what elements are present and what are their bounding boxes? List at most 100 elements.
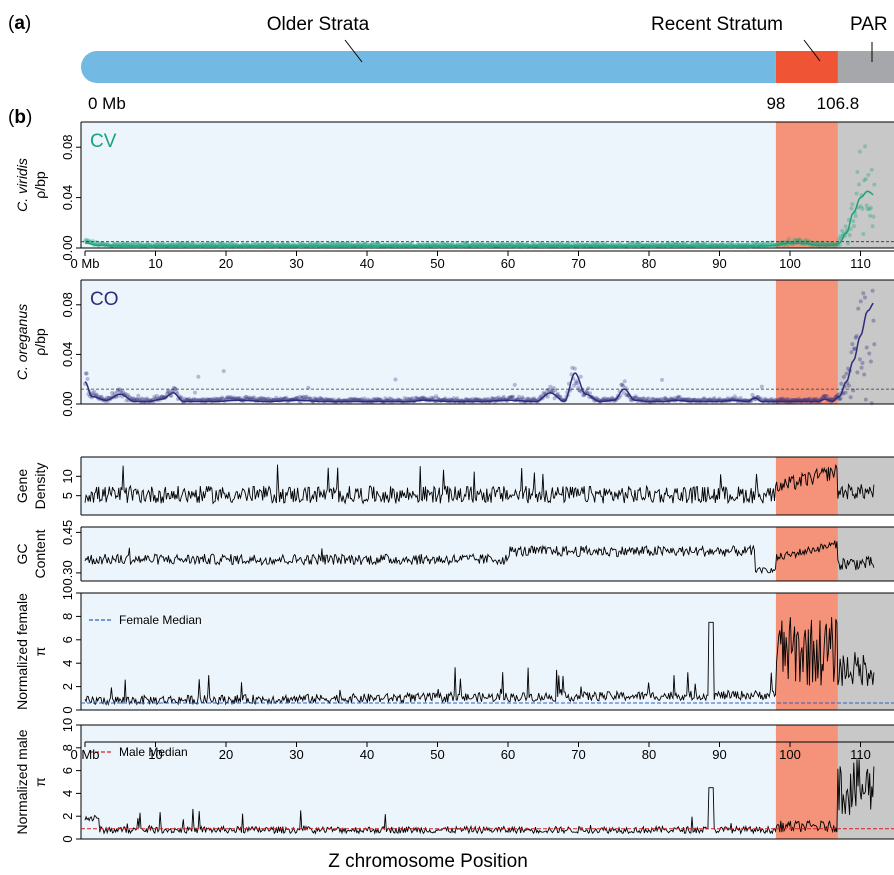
data-point <box>218 241 223 246</box>
data-point <box>219 396 224 401</box>
older-strata-pointer <box>344 39 363 63</box>
data-point <box>730 396 735 401</box>
data-point <box>247 395 252 400</box>
data-point <box>478 242 483 247</box>
data-point <box>870 288 875 293</box>
data-point <box>488 242 493 247</box>
data-point <box>276 242 281 247</box>
data-point <box>544 388 549 393</box>
data-point <box>342 241 347 246</box>
data-point <box>352 397 357 402</box>
data-point <box>420 396 425 401</box>
data-point <box>304 394 309 399</box>
data-point <box>90 391 95 396</box>
data-point <box>159 394 164 399</box>
data-point <box>423 242 428 247</box>
data-point <box>325 241 330 246</box>
data-point <box>127 242 132 247</box>
data-point <box>192 396 197 401</box>
data-point <box>405 396 410 401</box>
data-point <box>838 234 843 239</box>
x-tick-label: 50 <box>430 747 444 762</box>
scale-start-label: 0 Mb <box>88 94 126 113</box>
data-point <box>297 241 302 246</box>
data-point <box>848 395 853 400</box>
y-tick-label: 10 <box>60 586 75 600</box>
data-point <box>769 396 774 401</box>
data-series-line <box>84 759 875 835</box>
data-point <box>548 384 553 389</box>
data-point <box>762 242 767 247</box>
data-point <box>639 396 644 401</box>
data-point <box>431 242 436 247</box>
data-point <box>629 241 634 246</box>
data-point <box>294 395 299 400</box>
data-point <box>477 397 482 402</box>
par-bar <box>837 51 894 83</box>
data-point <box>530 396 535 401</box>
x-tick-label: 10 <box>148 747 162 762</box>
data-point <box>376 241 381 246</box>
y-tick-label: 2 <box>60 813 75 820</box>
data-point <box>738 396 743 401</box>
data-point <box>703 241 708 246</box>
data-point <box>172 386 177 391</box>
data-point <box>235 396 240 401</box>
data-point <box>338 241 343 246</box>
data-point <box>758 396 763 401</box>
data-point <box>857 182 862 187</box>
data-point <box>777 397 782 402</box>
data-point <box>655 397 660 402</box>
data-point <box>121 241 126 246</box>
data-point <box>823 394 828 399</box>
data-point <box>259 396 264 401</box>
data-point <box>822 393 827 398</box>
data-point <box>352 396 357 401</box>
y-axis-label: Normalized male <box>14 729 30 834</box>
data-point <box>507 396 512 401</box>
data-point <box>746 241 751 246</box>
data-point <box>308 241 313 246</box>
data-point <box>564 242 569 247</box>
data-point <box>182 396 187 401</box>
data-point <box>136 242 141 247</box>
data-point <box>754 242 759 247</box>
data-point <box>83 237 88 242</box>
scale-mark-106-8: 106.8 <box>817 94 860 113</box>
data-point <box>274 395 279 400</box>
x-tick-label: 40 <box>360 747 374 762</box>
data-point <box>250 395 255 400</box>
data-point <box>192 241 197 246</box>
data-point <box>830 241 835 246</box>
x-tick-label: 0 Mb <box>71 747 100 762</box>
data-point <box>636 241 641 246</box>
data-point <box>331 397 336 402</box>
data-point <box>676 394 681 399</box>
y-axis-label: Density <box>32 463 48 510</box>
data-point <box>204 397 209 402</box>
data-point <box>374 241 379 246</box>
data-point <box>112 241 117 246</box>
data-point <box>336 241 341 246</box>
data-point <box>441 241 446 246</box>
data-point <box>347 396 352 401</box>
data-point <box>389 397 394 402</box>
data-point <box>189 242 194 247</box>
data-point <box>349 397 354 402</box>
data-point <box>434 394 439 399</box>
data-point <box>496 241 501 246</box>
data-point <box>225 395 230 400</box>
data-point <box>464 241 469 246</box>
data-point <box>708 242 713 247</box>
data-point <box>185 241 190 246</box>
data-point <box>594 396 599 401</box>
data-point <box>572 366 577 371</box>
data-point <box>573 381 578 386</box>
y-tick-label: 0.00 <box>60 391 75 416</box>
data-point <box>260 241 265 246</box>
data-point <box>576 241 581 246</box>
y-tick-label: 0.30 <box>60 560 75 585</box>
y-tick-label: 2 <box>60 683 75 690</box>
data-point <box>94 392 99 397</box>
data-point <box>793 238 798 243</box>
